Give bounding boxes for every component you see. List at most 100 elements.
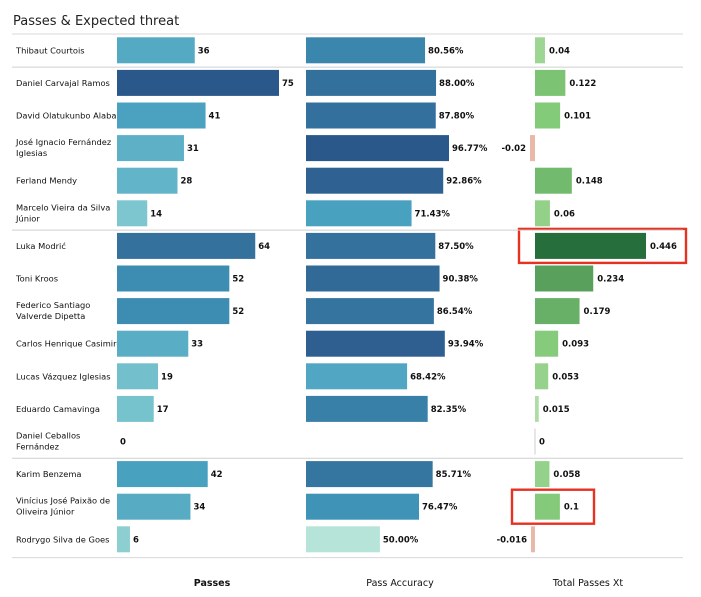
player-name: Rodrygo Silva de Goes [16, 534, 110, 544]
player-name: Karim Benzema [16, 469, 82, 479]
xt-bar [535, 265, 594, 292]
player-rows: Thibaut Courtois 36 80.56% 0.04 Daniel Carva… [12, 33, 688, 559]
player-name: Vinícius José Paixão de [16, 496, 110, 506]
accuracy-bar [306, 461, 433, 488]
table-row: Luka Modrić 64 87.50% 0.446 [16, 227, 688, 265]
passes-bar [117, 461, 208, 488]
passes-label: 17 [157, 405, 169, 415]
accuracy-bar [306, 232, 436, 259]
player-name: Oliveira Júnior [16, 507, 75, 517]
xt-bar [535, 298, 580, 325]
passes-bar [117, 200, 148, 227]
xt-label: 0 [539, 438, 545, 448]
accuracy-label: 93.94% [448, 340, 484, 350]
player-name: David Olatukunbo Alaba [16, 111, 117, 121]
player-name: Toni Kroos [15, 274, 58, 284]
passes-label: 52 [232, 307, 244, 317]
accuracy-label: 90.38% [443, 275, 479, 285]
player-name: Valverde Dipetta [16, 311, 85, 321]
accuracy-bar [306, 200, 412, 227]
passes-bar [117, 37, 195, 64]
passes-bar [117, 493, 191, 520]
xt-bar [535, 395, 539, 422]
xt-label: 0.179 [584, 307, 611, 317]
player-name: Iglesias [16, 148, 47, 158]
player-name: Eduardo Camavinga [16, 404, 100, 414]
passes-bar [117, 102, 206, 129]
passes-label: 19 [161, 372, 173, 382]
accuracy-label: 86.54% [437, 307, 473, 317]
xt-bar [535, 493, 560, 520]
player-name: José Ignacio Fernández [15, 137, 111, 147]
accuracy-bar [306, 135, 449, 162]
xt-bar [535, 200, 550, 227]
chart-title: Passes & Expected threat [13, 14, 179, 29]
table-row: Ferland Mendy 28 92.86% 0.148 [16, 167, 603, 194]
header-total-passes-xt: Total Passes Xt [552, 578, 624, 589]
player-name: Daniel Carvajal Ramos [16, 78, 110, 88]
xt-bar [531, 526, 535, 553]
accuracy-bar [306, 167, 444, 194]
passes-bar [117, 69, 279, 96]
player-name: Júnior [15, 213, 40, 223]
table-row: Carlos Henrique Casimiro 33 93.94% 0.093 [16, 330, 589, 357]
passes-label: 41 [209, 112, 221, 122]
passes-label: 52 [232, 275, 244, 285]
xt-bar [535, 69, 566, 96]
passes-label: 42 [211, 470, 223, 480]
xt-bar [535, 232, 646, 259]
passes-label: 34 [193, 503, 205, 513]
passes-label: 33 [191, 340, 203, 350]
table-row: Thibaut Courtois 36 80.56% 0.04 [15, 37, 570, 64]
player-name: Lucas Vázquez Iglesias [16, 371, 111, 381]
accuracy-bar [306, 298, 434, 325]
passes-label: 75 [282, 79, 294, 89]
player-name: Ferland Mendy [16, 176, 77, 186]
accuracy-bar [306, 69, 437, 96]
accuracy-bar [306, 37, 426, 64]
accuracy-label: 85.71% [436, 470, 472, 480]
passes-label: 14 [150, 209, 162, 219]
highlight-box [510, 488, 596, 525]
xt-bar [535, 363, 549, 390]
xt-bar [530, 135, 535, 162]
xt-bar [535, 167, 572, 194]
highlight-box [517, 227, 688, 265]
table-row: Toni Kroos 52 90.38% 0.234 [15, 265, 624, 292]
xt-label: 0.053 [552, 372, 579, 382]
passes-bar [117, 330, 189, 357]
passes-bar [117, 232, 256, 259]
table-row: Karim Benzema 42 85.71% 0.058 [16, 461, 580, 488]
header-passes: Passes [194, 578, 231, 589]
xt-label: 0.04 [549, 46, 570, 56]
accuracy-label: 80.56% [428, 46, 464, 56]
xt-label: 0.1 [564, 503, 579, 513]
accuracy-label: 87.80% [439, 112, 475, 122]
accuracy-bar [306, 330, 445, 357]
passes-bar [117, 395, 154, 422]
accuracy-label: 87.50% [438, 242, 474, 252]
table-row: Rodrygo Silva de Goes 6 50.00% -0.016 [16, 526, 535, 553]
player-name: Federico Santiago [16, 300, 90, 310]
accuracy-label: 68.42% [410, 372, 446, 382]
table-row: David Olatukunbo Alaba 41 87.80% 0.101 [16, 102, 591, 129]
player-name: Thibaut Courtois [15, 45, 85, 55]
xt-label: 0.093 [562, 340, 589, 350]
xt-label: 0.06 [554, 209, 575, 219]
xt-bar [535, 37, 545, 64]
column-headers: Passes Pass Accuracy Total Passes Xt [194, 578, 624, 589]
passes-label: 64 [258, 242, 270, 252]
accuracy-bar [306, 363, 408, 390]
passes-label: 36 [198, 46, 210, 56]
xt-bar [535, 102, 561, 129]
xt-label: -0.016 [497, 535, 527, 545]
accuracy-bar [306, 265, 440, 292]
accuracy-label: 76.47% [422, 503, 458, 513]
player-name: Fernández [16, 442, 59, 452]
passes-bar [117, 526, 130, 553]
passes-label: 31 [187, 144, 199, 154]
xt-label: 0.058 [553, 470, 580, 480]
